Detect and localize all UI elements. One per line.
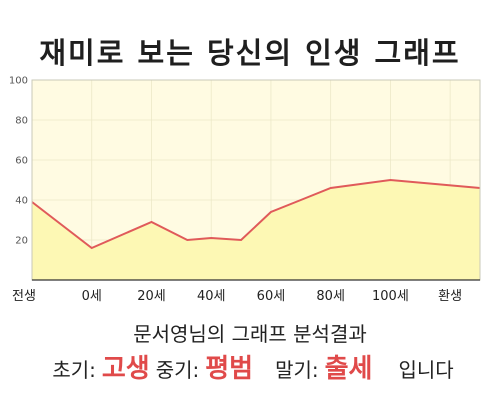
mid-label: 중기: [155, 358, 200, 382]
analysis-summary: 문서영님의 그래프 분석결과 [133, 322, 367, 346]
life-area [32, 180, 480, 280]
analysis-result: 초기: 고생 중기: 평범 말기: 출세 입니다 [0, 348, 500, 385]
y-tick-label: 20 [15, 236, 28, 247]
mid-value: 평범 [205, 354, 254, 384]
axis-frame [31, 79, 481, 281]
life-line [31, 178, 481, 250]
x-tick-label: 환생 [438, 289, 462, 304]
chart-title: 재미로 보는 당신의 인생 그래프 [39, 36, 461, 70]
y-tick-label: 60 [15, 156, 28, 167]
x-tick-label: 전생 [12, 289, 36, 304]
late-label: 말기: [275, 358, 319, 382]
x-tick-label: 80세 [316, 289, 345, 304]
late-value: 출세 [324, 354, 373, 384]
x-tick-label: 0세 [82, 289, 102, 304]
x-axis-ticks: 전생 0세 20세 40세 60세 80세 100세 환생 [12, 289, 462, 304]
early-label: 초기: [52, 358, 96, 382]
early-value: 고생 [101, 354, 150, 384]
x-tick-label: 60세 [257, 289, 286, 304]
x-tick-label: 20세 [137, 289, 166, 304]
y-tick-label: 40 [15, 196, 28, 207]
x-tick-label: 40세 [197, 289, 226, 304]
y-axis-ticks: 20 40 60 80 100 [9, 76, 28, 247]
result-tail: 입니다 [398, 358, 454, 382]
x-tick-label: 100세 [372, 289, 409, 304]
y-tick-label: 80 [15, 116, 28, 127]
y-tick-label: 100 [9, 76, 28, 87]
